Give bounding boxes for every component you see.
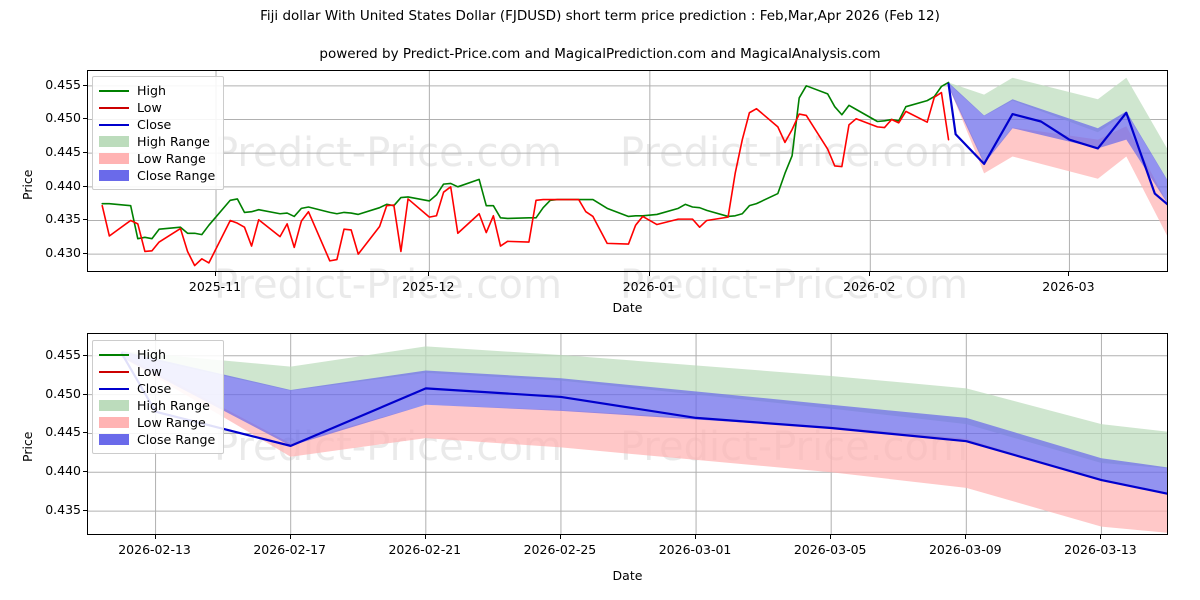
x-tick-label: 2026-02-17 xyxy=(253,542,327,557)
x-tick-mark xyxy=(965,535,967,539)
legend-item-low: Low xyxy=(99,363,215,380)
x-tick-label: 2026-01 xyxy=(622,279,675,294)
chart-subtitle: powered by Predict-Price.com and Magical… xyxy=(319,46,881,62)
y-tick-mark xyxy=(83,219,87,221)
legend-item-low-range: Low Range xyxy=(99,150,215,167)
x-tick-mark xyxy=(289,535,291,539)
y-tick-label: 0.435 xyxy=(45,502,81,518)
legend-item-low-range: Low Range xyxy=(99,414,215,431)
y-tick-label: 0.455 xyxy=(45,76,81,92)
overview-plot-area xyxy=(87,70,1168,272)
y-tick-mark xyxy=(83,253,87,255)
y-tick-mark xyxy=(83,354,87,356)
legend-swatch-patch xyxy=(99,153,129,164)
x-tick-label: 2026-02 xyxy=(843,279,896,294)
chart-title: Fiji dollar With United States Dollar (F… xyxy=(260,8,940,24)
legend-swatch-line xyxy=(99,119,129,131)
legend-label: High xyxy=(137,347,166,362)
legend-item-close-range: Close Range xyxy=(99,431,215,448)
y-tick-label: 0.455 xyxy=(45,346,81,362)
legend-item-close-range: Close Range xyxy=(99,167,215,184)
y-tick-mark xyxy=(83,152,87,154)
x-tick-label: 2026-03-05 xyxy=(793,542,867,557)
y-tick-label: 0.445 xyxy=(45,424,81,440)
y-tick-label: 0.435 xyxy=(45,211,81,227)
x-tick-mark xyxy=(648,272,650,276)
x-tick-label: 2026-02-21 xyxy=(388,542,462,557)
y-tick-mark xyxy=(83,84,87,86)
x-tick-label: 2026-02-25 xyxy=(523,542,597,557)
x-tick-label: 2026-03-01 xyxy=(658,542,732,557)
legend-label: Close xyxy=(137,381,172,396)
legend-item-close: Close xyxy=(99,380,215,397)
y-tick-mark xyxy=(83,510,87,512)
legend-swatch-patch xyxy=(99,417,129,428)
legend-swatch-line xyxy=(99,349,129,361)
legend-label: Close Range xyxy=(137,168,216,183)
y-tick-label: 0.450 xyxy=(45,110,81,126)
y-tick-mark xyxy=(83,118,87,120)
x-tick-mark xyxy=(695,535,697,539)
legend-item-low: Low xyxy=(99,99,215,116)
y-tick-mark xyxy=(83,471,87,473)
legend-label: High Range xyxy=(137,134,210,149)
legend-swatch-patch xyxy=(99,434,129,445)
legend-item-high: High xyxy=(99,346,215,363)
y-tick-label: 0.430 xyxy=(45,245,81,261)
legend-swatch-line xyxy=(99,383,129,395)
legend-label: Low xyxy=(137,364,162,379)
forecast-legend: High Low Close High Range Low Range Close Ran… xyxy=(92,340,225,454)
legend-label: Close Range xyxy=(137,432,216,447)
overview-legend: High Low Close High Range Low Range Close Ran… xyxy=(92,76,225,190)
legend-label: Low Range xyxy=(137,415,206,430)
legend-label: Close xyxy=(137,117,172,132)
y-tick-mark xyxy=(83,185,87,187)
overview-x-axis-label: Date xyxy=(612,300,643,315)
legend-item-high-range: High Range xyxy=(99,397,215,414)
legend-item-high-range: High Range xyxy=(99,133,215,150)
forecast-x-axis-label: Date xyxy=(612,568,643,583)
legend-label: Low Range xyxy=(137,151,206,166)
x-tick-mark xyxy=(1100,535,1102,539)
forecast-plot-area xyxy=(87,333,1168,535)
x-tick-label: 2026-03-09 xyxy=(928,542,1002,557)
legend-item-high: High xyxy=(99,82,215,99)
forecast-canvas xyxy=(88,334,1167,534)
x-tick-label: 2026-02-13 xyxy=(118,542,191,557)
legend-swatch-line xyxy=(99,102,129,114)
legend-label: High xyxy=(137,83,166,98)
legend-label: Low xyxy=(137,100,162,115)
y-tick-mark xyxy=(83,393,87,395)
y-tick-label: 0.450 xyxy=(45,385,81,401)
x-tick-label: 2025-11 xyxy=(188,279,242,294)
x-tick-label: 2025-12 xyxy=(402,279,455,294)
x-tick-mark xyxy=(1068,272,1070,276)
x-tick-mark xyxy=(830,535,832,539)
x-tick-label: 2026-03-13 xyxy=(1064,542,1137,557)
legend-label: High Range xyxy=(137,398,210,413)
legend-item-close: Close xyxy=(99,116,215,133)
legend-swatch-patch xyxy=(99,170,129,181)
legend-swatch-patch xyxy=(99,400,129,411)
y-tick-mark xyxy=(83,432,87,434)
legend-swatch-line xyxy=(99,366,129,378)
y-tick-label: 0.440 xyxy=(45,463,81,479)
y-tick-label: 0.445 xyxy=(45,144,81,160)
x-tick-mark xyxy=(424,535,426,539)
y-tick-label: 0.440 xyxy=(45,177,81,193)
legend-swatch-line xyxy=(99,85,129,97)
x-tick-label: 2026-03 xyxy=(1042,279,1095,294)
x-tick-mark xyxy=(428,272,430,276)
x-tick-mark xyxy=(559,535,561,539)
legend-swatch-patch xyxy=(99,136,129,147)
overview-canvas xyxy=(88,71,1167,271)
x-tick-mark xyxy=(154,535,156,539)
x-tick-mark xyxy=(869,272,871,276)
x-tick-mark xyxy=(215,272,216,276)
